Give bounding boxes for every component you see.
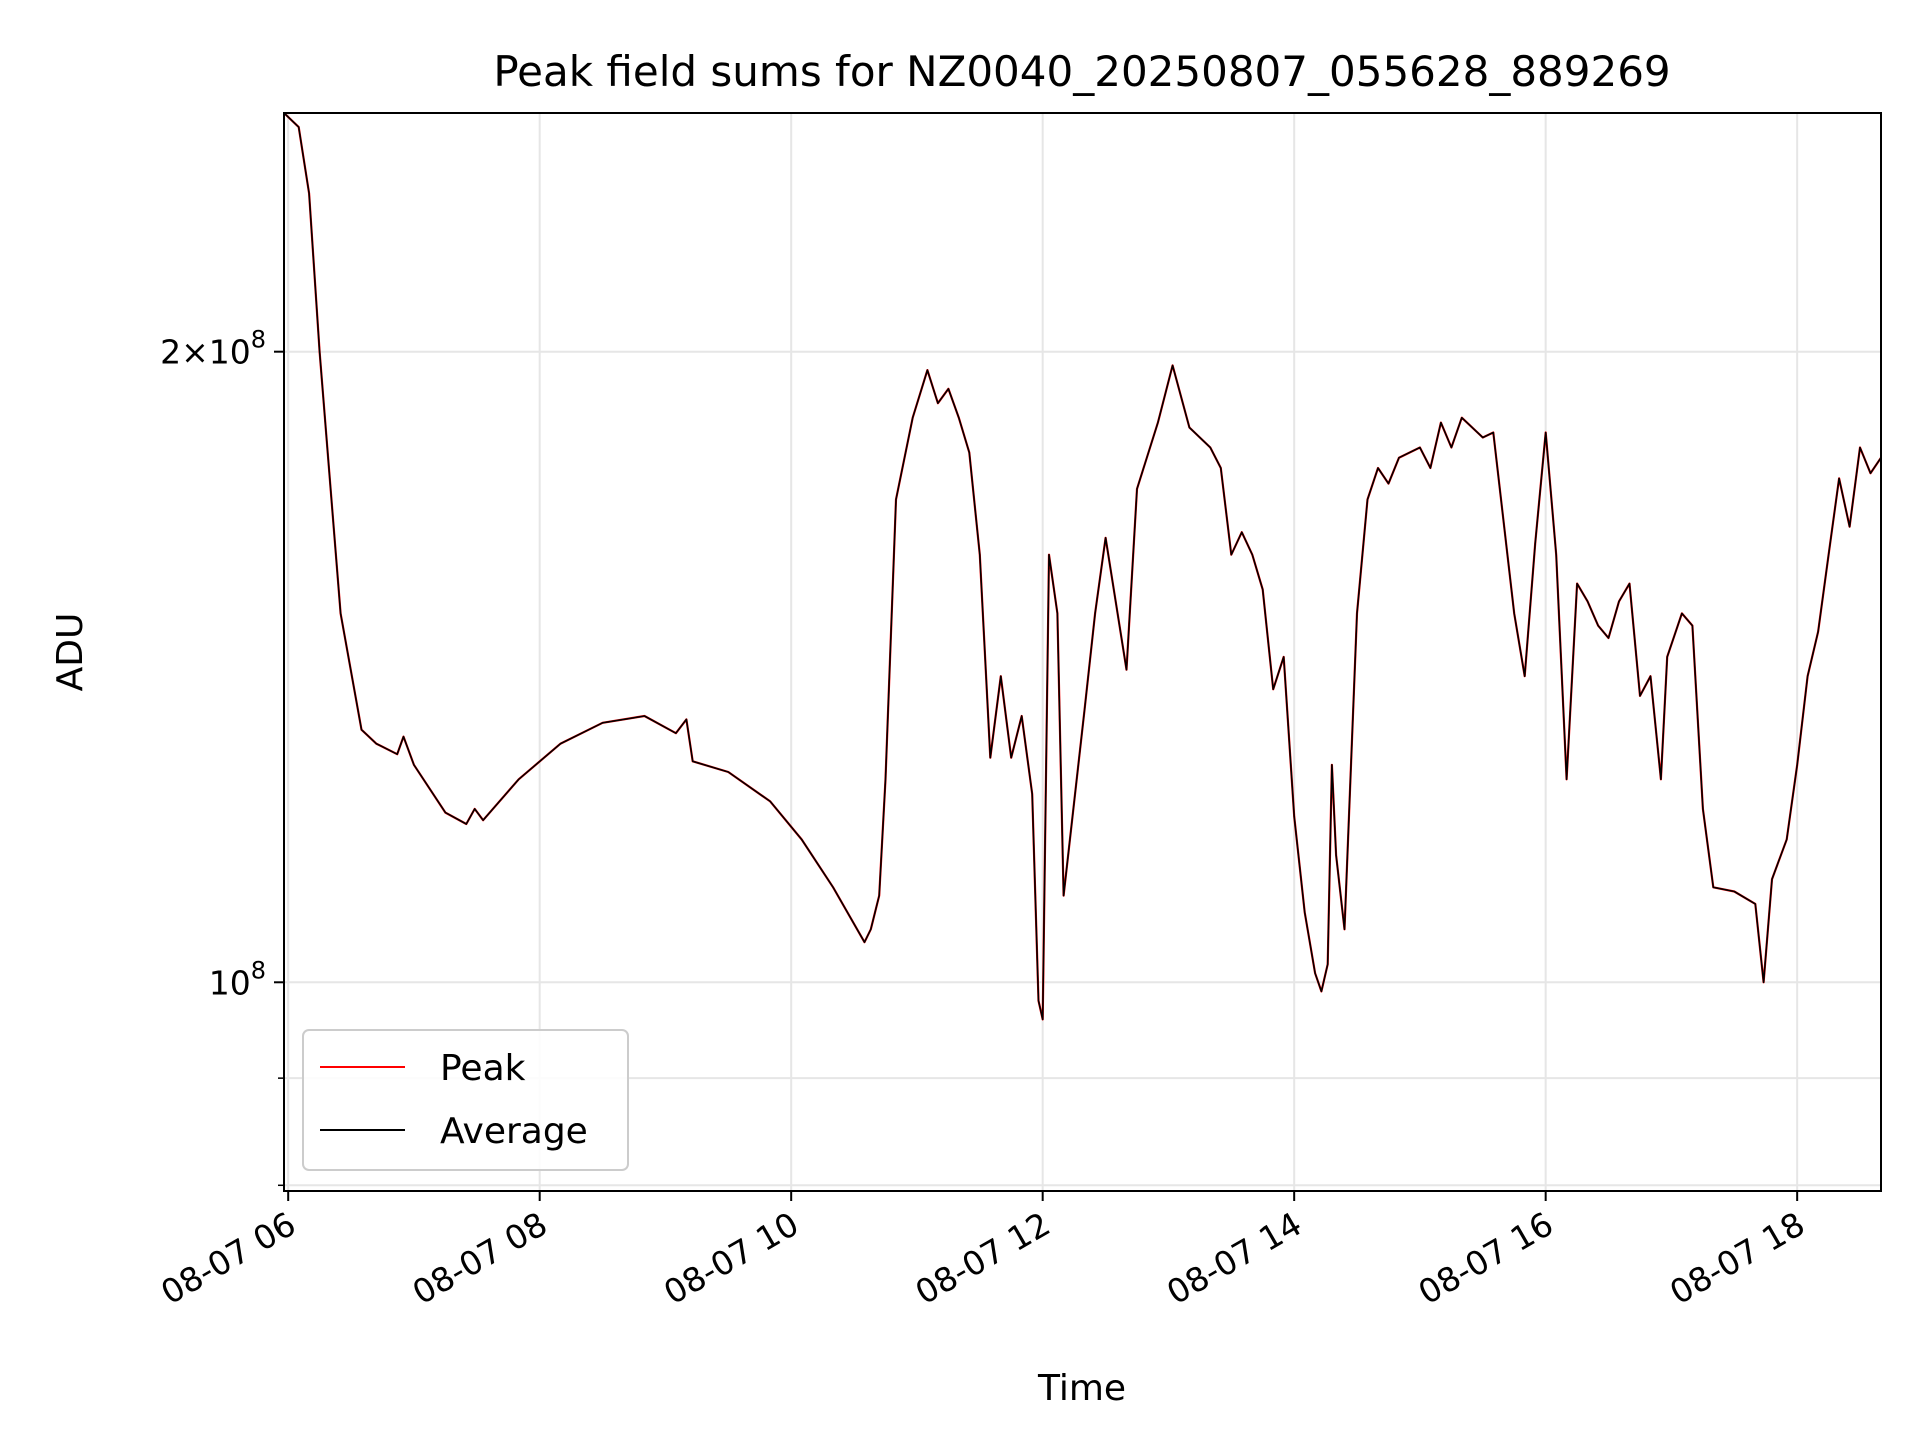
series-lines (283, 112, 1882, 1021)
plot-frame (283, 112, 1882, 1192)
y-tick-exponent: 8 (251, 326, 266, 354)
x-axis-label: Time (1037, 1368, 1126, 1409)
legend-peak-label: Peak (440, 1048, 526, 1089)
y-tick-base: 10 (209, 963, 251, 1002)
grid-lines (284, 113, 1881, 1191)
y-tick-times: × (181, 333, 209, 372)
y-axis-label: ADU (50, 613, 91, 692)
y-tick-exponent: 8 (251, 956, 266, 984)
legend-average-label: Average (440, 1111, 588, 1152)
series-line-average (283, 112, 1882, 1021)
y-tick-mantissa: 2 (160, 333, 181, 372)
legend-box (302, 1029, 629, 1171)
chart-title: Peak field sums for NZ0040_20250807_0556… (493, 47, 1670, 96)
y-tick-base: 10 (209, 333, 251, 372)
y-tick-label: 108 (209, 956, 266, 1002)
legend: Peak Average (302, 1029, 629, 1171)
y-tick-label: 2×108 (160, 326, 266, 372)
